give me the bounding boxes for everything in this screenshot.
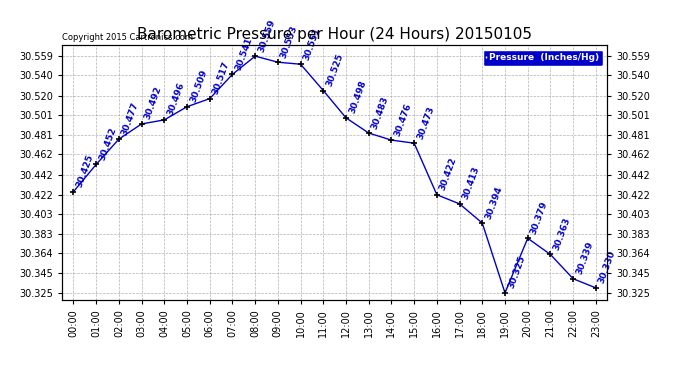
Text: 30.483: 30.483	[370, 94, 391, 130]
Text: 30.492: 30.492	[143, 86, 164, 121]
Text: 30.476: 30.476	[393, 102, 413, 137]
Text: 30.496: 30.496	[166, 81, 186, 117]
Text: 30.473: 30.473	[415, 105, 436, 140]
Text: 30.422: 30.422	[438, 156, 459, 192]
Text: 30.477: 30.477	[120, 100, 141, 136]
Text: 30.394: 30.394	[484, 184, 504, 220]
Text: 30.498: 30.498	[347, 80, 368, 115]
Text: 30.517: 30.517	[211, 60, 231, 96]
Title: Barometric Pressure per Hour (24 Hours) 20150105: Barometric Pressure per Hour (24 Hours) …	[137, 27, 532, 42]
Text: 30.525: 30.525	[325, 52, 345, 88]
Text: 30.509: 30.509	[188, 69, 208, 104]
Text: 30.325: 30.325	[506, 255, 526, 290]
Text: 30.379: 30.379	[529, 200, 549, 236]
Text: 30.559: 30.559	[257, 18, 277, 53]
Text: 30.425: 30.425	[75, 153, 95, 189]
Legend: Pressure  (Inches/Hg): Pressure (Inches/Hg)	[482, 50, 602, 66]
Text: 30.339: 30.339	[575, 240, 595, 276]
Text: 30.551: 30.551	[302, 26, 322, 62]
Text: Copyright 2015 Cartronics.com: Copyright 2015 Cartronics.com	[62, 33, 193, 42]
Text: 30.330: 30.330	[598, 250, 618, 285]
Text: 30.413: 30.413	[461, 165, 481, 201]
Text: 30.363: 30.363	[552, 216, 572, 252]
Text: 30.553: 30.553	[279, 24, 299, 59]
Text: 30.452: 30.452	[97, 126, 118, 162]
Text: 30.541: 30.541	[234, 36, 254, 72]
